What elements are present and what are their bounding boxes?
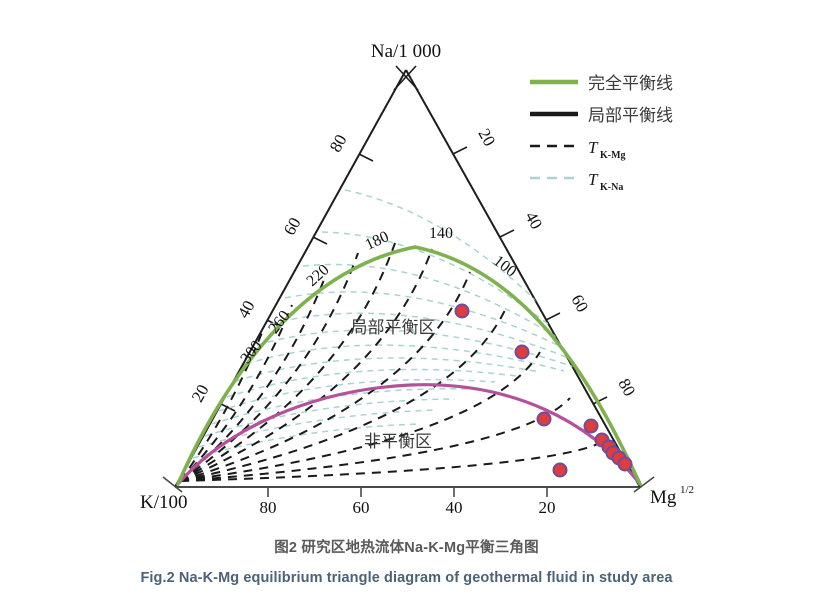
full-equilibrium-curve (176, 245, 642, 486)
left-corner-tick (162, 476, 183, 493)
right-tick-label-80: 80 (614, 375, 639, 399)
sample-point[interactable] (583, 418, 599, 434)
right-tick-label-60: 60 (567, 291, 592, 315)
legend-label-t-k-mg: T (588, 138, 599, 157)
corner-label-k: K/100 (140, 492, 188, 513)
region-label-non-equilibrium: 非平衡区 (364, 432, 432, 451)
bottom-tick-label-40: 40 (446, 498, 463, 517)
isotherm-label-300: 300 (237, 338, 265, 367)
isotherm-label-100: 100 (490, 252, 519, 280)
left-tick-label-60: 60 (280, 214, 305, 238)
corner-label-mg: Mg (650, 487, 677, 508)
isotherm-label-180: 180 (363, 228, 392, 254)
left-axis-ticks (220, 153, 374, 412)
isotherm-label-260: 260 (265, 308, 293, 337)
right-axis-line (405, 69, 641, 488)
legend-label-full-equilibrium-line: 完全平衡线 (588, 74, 673, 93)
sample-point[interactable] (552, 462, 568, 478)
legend: 完全平衡线 局部平衡线 T K-Mg T K-Na (530, 74, 673, 193)
sample-point[interactable] (514, 344, 530, 360)
figure-caption-english: Fig.2 Na-K-Mg equilibrium triangle diagr… (140, 570, 673, 586)
legend-sublabel-t-k-na: K-Na (600, 182, 623, 193)
right-corner-tick (633, 476, 655, 493)
apex-tick-marks (393, 65, 419, 91)
bottom-tick-label-80: 80 (260, 498, 277, 517)
bottom-tick-label-20: 20 (539, 498, 556, 517)
legend-label-t-k-na: T (588, 170, 599, 189)
corner-label-mg-superscript: 1/2 (680, 484, 694, 496)
sample-point[interactable] (454, 303, 470, 319)
legend-sublabel-t-k-mg: K-Mg (600, 150, 626, 161)
bottom-axis-ticks (267, 487, 548, 497)
sample-point[interactable] (536, 411, 552, 427)
figure-caption-chinese: 图2 研究区地热流体Na-K-Mg平衡三角图 (274, 540, 539, 556)
left-tick-label-20: 20 (188, 381, 213, 405)
isotherm-label-140: 140 (429, 225, 453, 242)
sample-point[interactable] (617, 456, 633, 472)
apex-label-na: Na/1 000 (371, 41, 441, 62)
right-tick-label-20: 20 (474, 125, 499, 149)
right-tick-label-40: 40 (521, 208, 546, 232)
left-tick-label-80: 80 (326, 131, 351, 155)
left-tick-label-40: 40 (234, 297, 259, 321)
region-label-partial-equilibrium: 局部平衡区 (351, 318, 436, 337)
sample-points-group (454, 303, 633, 478)
legend-label-partial-equilibrium-line: 局部平衡线 (588, 106, 673, 125)
bottom-tick-label-60: 60 (353, 498, 370, 517)
partial-equilibrium-curve (176, 383, 642, 486)
right-axis-ticks (452, 146, 608, 405)
